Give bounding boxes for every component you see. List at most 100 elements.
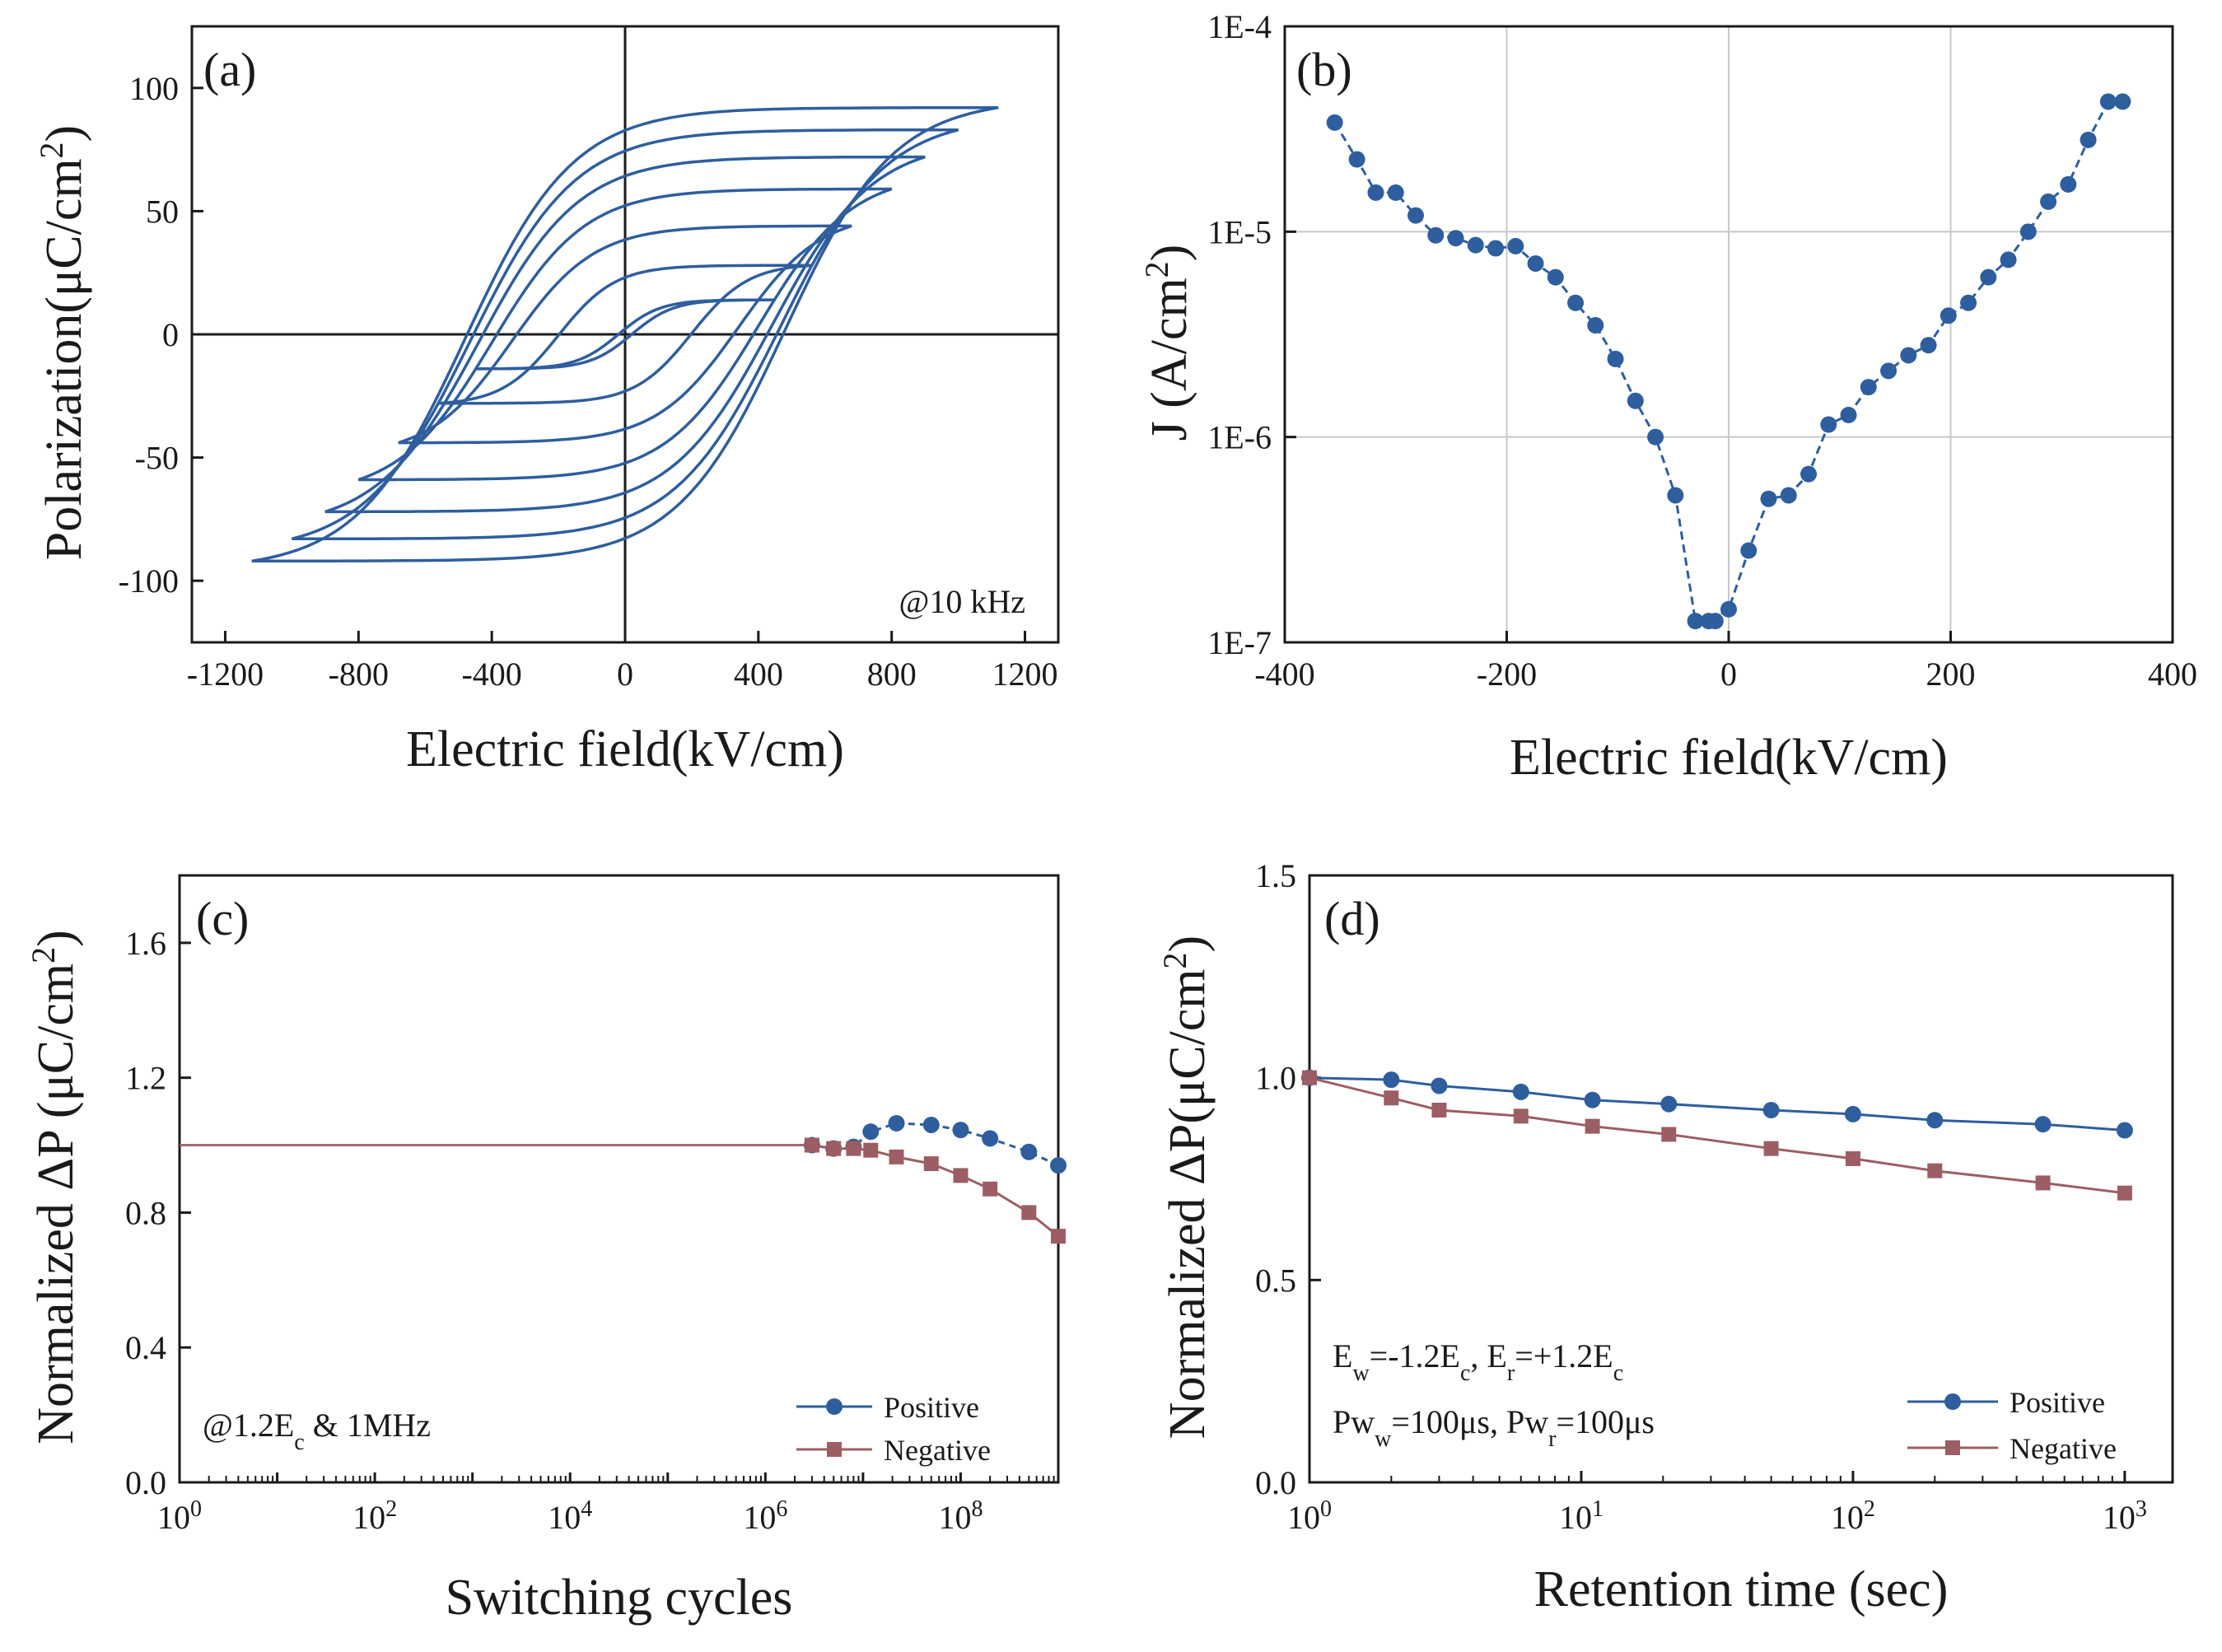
- tick-base: 10: [938, 1499, 971, 1536]
- data-point-negative: [1661, 1127, 1677, 1142]
- y-tick-label-b: 1E-7: [1207, 624, 1272, 661]
- x-tick-label-a: -400: [461, 656, 521, 693]
- x-tick-label-d: 103: [2103, 1496, 2147, 1537]
- data-point-b-41: [2114, 93, 2131, 110]
- data-point-b-26: [1820, 416, 1837, 433]
- x-tick-label-a: -800: [329, 656, 389, 693]
- y-axis-label-text: Polarization(μC/cm: [36, 158, 92, 560]
- legend-marker-Negative: [827, 1442, 842, 1457]
- data-point-negative: [983, 1181, 998, 1197]
- annotation-d-line1-sub: w: [1352, 1360, 1370, 1386]
- y-tick-label-c: 1.6: [125, 925, 166, 962]
- tick-exponent: 3: [2136, 1496, 2147, 1522]
- data-point-b-27: [1840, 406, 1857, 423]
- data-point-positive: [2034, 1116, 2052, 1133]
- annotation-d-line1-text: E: [1333, 1337, 1352, 1374]
- x-axis-label-b: Electric field(kV/cm): [1510, 730, 1948, 786]
- tick-exponent: 8: [971, 1496, 983, 1522]
- data-point-b-4: [1407, 207, 1425, 224]
- y-axis-label-b: J (A/cm2): [1138, 245, 1198, 441]
- data-point-negative: [1763, 1141, 1779, 1156]
- panel-label-a: (a): [203, 43, 256, 96]
- data-point-b-18: [1687, 613, 1704, 630]
- data-point-b-5: [1427, 226, 1445, 244]
- tick-exponent: 2: [385, 1496, 397, 1522]
- data-point-positive: [888, 1114, 905, 1132]
- series-line-Negative: [1309, 1076, 2126, 1195]
- y-tick-label-d: 1.5: [1255, 857, 1296, 894]
- data-point-negative: [1302, 1070, 1317, 1085]
- y-tick-label-c: 0.0: [125, 1464, 166, 1501]
- x-tick-label-c: 102: [352, 1496, 397, 1537]
- tick-exponent: 6: [776, 1496, 787, 1522]
- x-axis-label-a: Electric field(kV/cm): [406, 721, 844, 777]
- x-tick-label-c: 108: [938, 1496, 983, 1537]
- data-point-b-28: [1860, 379, 1877, 396]
- data-point-b-39: [2080, 131, 2097, 148]
- data-point-b-17: [1667, 487, 1684, 504]
- data-point-positive: [1660, 1095, 1678, 1113]
- data-point-b-31: [1920, 337, 1937, 354]
- panel-a: -1200 -800 -400 0 400 800 1200 -100 -50 0 50 100 (a)…: [33, 25, 1060, 777]
- annotation-d-line2: Pww=100μs, Pwr=100μs: [1333, 1403, 1655, 1452]
- data-point-b-6: [1447, 230, 1464, 247]
- y-axis-label-text-end: ): [36, 125, 92, 142]
- data-point-b-10: [1527, 254, 1544, 272]
- hysteresis-loop-7: [251, 105, 999, 563]
- data-point-positive: [862, 1123, 880, 1141]
- data-point-b-24: [1780, 487, 1797, 504]
- annotation-d-line2-sub: r: [1548, 1426, 1557, 1452]
- data-point-positive: [1431, 1077, 1448, 1094]
- tick-base: 10: [743, 1499, 776, 1536]
- data-point-negative: [2117, 1185, 2132, 1201]
- tick-base: 10: [1831, 1499, 1864, 1536]
- y-tick-label-d: 1.0: [1255, 1060, 1296, 1097]
- x-tick-label-c: 104: [548, 1496, 592, 1537]
- legend-marker-Positive: [1944, 1393, 1961, 1410]
- x-tick-label-d: 100: [1287, 1496, 1332, 1537]
- annotation-d-line2-text: Pw: [1333, 1403, 1375, 1440]
- legend-marker-Positive: [826, 1398, 843, 1415]
- series-line-Negative: [811, 1144, 1059, 1238]
- data-point-negative: [2035, 1175, 2051, 1191]
- hysteresis-loop-1: [474, 298, 776, 371]
- x-tick-label-a: 1200: [992, 656, 1058, 693]
- y-axis-label-sup: 2: [25, 947, 62, 964]
- tick-base: 10: [157, 1499, 190, 1536]
- panel-label-d: (d): [1324, 892, 1380, 945]
- data-point-negative: [826, 1141, 842, 1156]
- data-point-positive: [982, 1130, 999, 1147]
- annotation-d-line1-sub: c: [1613, 1360, 1623, 1386]
- annotation-d-line1-sub: c: [1460, 1360, 1470, 1386]
- data-point-b-0: [1326, 114, 1343, 131]
- annotation-main: @1.2E: [203, 1407, 294, 1444]
- tick-base: 10: [352, 1499, 385, 1536]
- annotation-sub: c: [294, 1430, 304, 1455]
- data-point-b-38: [2060, 175, 2077, 193]
- tick-exponent: 0: [190, 1496, 202, 1522]
- data-point-positive: [1050, 1157, 1067, 1174]
- panel-label-c: (c): [196, 892, 249, 945]
- y-tick-label-a: 0: [162, 316, 179, 353]
- data-point-positive: [922, 1116, 940, 1133]
- y-tick-label-b: 1E-4: [1207, 8, 1272, 45]
- y-axis-label-text-end: ): [1141, 245, 1197, 262]
- tick-exponent: 0: [1320, 1496, 1332, 1522]
- data-point-b-30: [1900, 347, 1917, 364]
- data-point-b-14: [1607, 350, 1624, 367]
- data-point-positive: [952, 1122, 969, 1139]
- x-axis-label-d: Retention time (sec): [1534, 1561, 1949, 1617]
- x-tick-label-b: -200: [1477, 656, 1537, 693]
- panel-b: -400 -200 0 200 400 1E-7 1E-6 1E-5 1E-4 (b) Electr…: [1138, 8, 2198, 786]
- data-point-b-15: [1627, 392, 1644, 409]
- data-point-b-36: [2019, 223, 2037, 240]
- x-tick-label-d: 101: [1559, 1496, 1603, 1537]
- data-point-positive: [1020, 1143, 1038, 1160]
- y-tick-label-a: 100: [129, 70, 179, 107]
- data-point-b-13: [1587, 317, 1604, 334]
- data-point-negative: [1384, 1090, 1399, 1106]
- data-point-b-35: [2000, 251, 2017, 268]
- y-axis-label-d: Normalized ΔP(μC/cm2): [1156, 936, 1216, 1439]
